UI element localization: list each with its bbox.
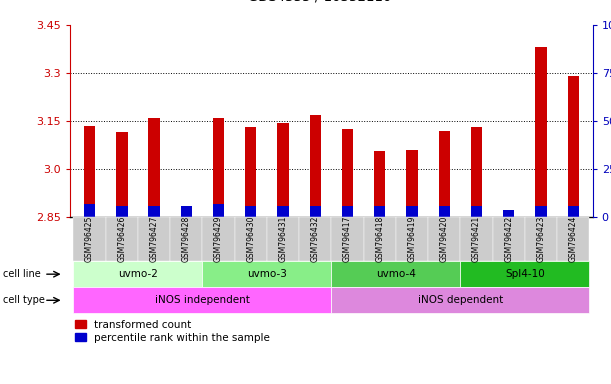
Text: GSM796417: GSM796417 xyxy=(343,216,352,262)
Bar xyxy=(245,127,257,217)
Text: GSM796429: GSM796429 xyxy=(214,216,223,262)
Text: GSM796420: GSM796420 xyxy=(440,216,449,262)
Bar xyxy=(439,207,450,217)
Bar xyxy=(568,76,579,217)
Bar xyxy=(535,207,547,217)
Bar xyxy=(503,210,514,217)
Text: uvmo-4: uvmo-4 xyxy=(376,269,416,279)
Bar xyxy=(148,118,159,217)
Text: GSM796431: GSM796431 xyxy=(279,216,288,262)
Text: cell type: cell type xyxy=(3,295,45,305)
Bar xyxy=(310,114,321,217)
Legend: transformed count, percentile rank within the sample: transformed count, percentile rank withi… xyxy=(76,319,270,343)
Bar xyxy=(535,47,547,217)
Text: GSM796428: GSM796428 xyxy=(182,216,191,262)
Bar xyxy=(213,204,224,217)
Bar xyxy=(568,207,579,217)
Bar xyxy=(116,132,128,217)
Bar xyxy=(277,122,289,217)
Bar xyxy=(342,129,353,217)
Bar xyxy=(471,207,482,217)
Bar xyxy=(116,207,128,217)
Text: GSM796427: GSM796427 xyxy=(150,216,159,262)
Text: GSM796430: GSM796430 xyxy=(246,216,255,262)
Text: uvmo-3: uvmo-3 xyxy=(247,269,287,279)
Bar xyxy=(471,127,482,217)
Text: GSM796426: GSM796426 xyxy=(117,216,126,262)
Text: cell line: cell line xyxy=(3,269,41,279)
Bar xyxy=(245,207,257,217)
Bar xyxy=(181,207,192,217)
Text: GSM796423: GSM796423 xyxy=(536,216,546,262)
Bar xyxy=(181,212,192,217)
Bar xyxy=(342,207,353,217)
Bar xyxy=(277,207,289,217)
Text: iNOS dependent: iNOS dependent xyxy=(418,295,503,305)
Text: GDS4355 / 10352110: GDS4355 / 10352110 xyxy=(247,0,391,4)
Text: GSM796421: GSM796421 xyxy=(472,216,481,262)
Bar xyxy=(148,207,159,217)
Text: GSM796424: GSM796424 xyxy=(569,216,578,262)
Text: GSM796432: GSM796432 xyxy=(311,216,320,262)
Bar xyxy=(503,210,514,217)
Bar xyxy=(84,204,95,217)
Text: GSM796422: GSM796422 xyxy=(504,216,513,262)
Bar xyxy=(406,150,418,217)
Bar xyxy=(439,131,450,217)
Text: GSM796425: GSM796425 xyxy=(85,216,94,262)
Text: uvmo-2: uvmo-2 xyxy=(118,269,158,279)
Bar xyxy=(374,151,386,217)
Text: iNOS independent: iNOS independent xyxy=(155,295,250,305)
Text: GSM796418: GSM796418 xyxy=(375,216,384,262)
Text: Spl4-10: Spl4-10 xyxy=(505,269,545,279)
Bar xyxy=(406,207,418,217)
Bar xyxy=(213,118,224,217)
Bar xyxy=(84,126,95,217)
Text: GSM796419: GSM796419 xyxy=(408,216,417,262)
Bar xyxy=(310,207,321,217)
Bar xyxy=(374,207,386,217)
